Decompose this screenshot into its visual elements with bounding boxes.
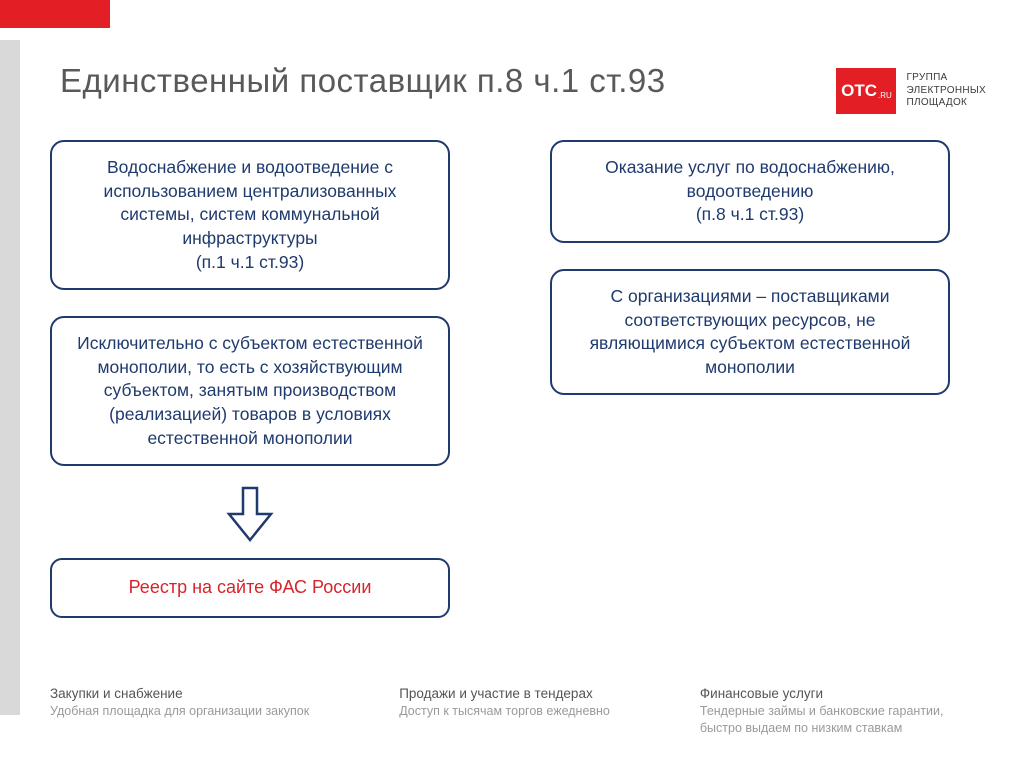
logo-mark: ОТС.RU [836, 68, 896, 114]
flow-box-final: Реестр на сайте ФАС России [50, 558, 450, 617]
logo-caption: ГРУППА ЭЛЕКТРОННЫХ ПЛОЩАДОК [906, 72, 986, 110]
right-column: Оказание услуг по водоснабжению, водоотв… [550, 140, 950, 618]
footer-block: Закупки и снабжение Удобная площадка для… [50, 686, 309, 737]
logo-caption-line: ЭЛЕКТРОННЫХ [906, 85, 986, 98]
flow-arrow [50, 466, 450, 558]
footer-block: Финансовые услуги Тендерные займы и банк… [700, 686, 944, 737]
logo-caption-line: ГРУППА [906, 72, 986, 85]
left-column: Водоснабжение и водоотведение с использо… [50, 140, 450, 618]
corner-accent [0, 0, 110, 28]
flow-box: С организациями – поставщиками соответст… [550, 269, 950, 396]
flow-box: Оказание услуг по водоснабжению, водоотв… [550, 140, 950, 243]
side-accent [0, 40, 20, 715]
footer-block: Продажи и участие в тендерах Доступ к ты… [399, 686, 610, 737]
footer-sub: Удобная площадка для организации закупок [50, 703, 309, 720]
flow-box: Исключительно с субъектом естественной м… [50, 316, 450, 466]
logo-text: ОТС [841, 81, 877, 101]
arrow-down-icon [225, 486, 275, 542]
footer-sub: Доступ к тысячам торгов ежедневно [399, 703, 610, 720]
flow-box: Водоснабжение и водоотведение с использо… [50, 140, 450, 290]
logo-suffix: .RU [878, 91, 892, 100]
brand-logo: ОТС.RU ГРУППА ЭЛЕКТРОННЫХ ПЛОЩАДОК [836, 68, 986, 114]
footer-heading: Продажи и участие в тендерах [399, 686, 610, 701]
logo-caption-line: ПЛОЩАДОК [906, 97, 986, 110]
diagram: Водоснабжение и водоотведение с использо… [50, 140, 980, 618]
footer: Закупки и снабжение Удобная площадка для… [50, 686, 984, 737]
footer-heading: Финансовые услуги [700, 686, 944, 701]
footer-heading: Закупки и снабжение [50, 686, 309, 701]
footer-sub: Тендерные займы и банковские гарантии,бы… [700, 703, 944, 737]
